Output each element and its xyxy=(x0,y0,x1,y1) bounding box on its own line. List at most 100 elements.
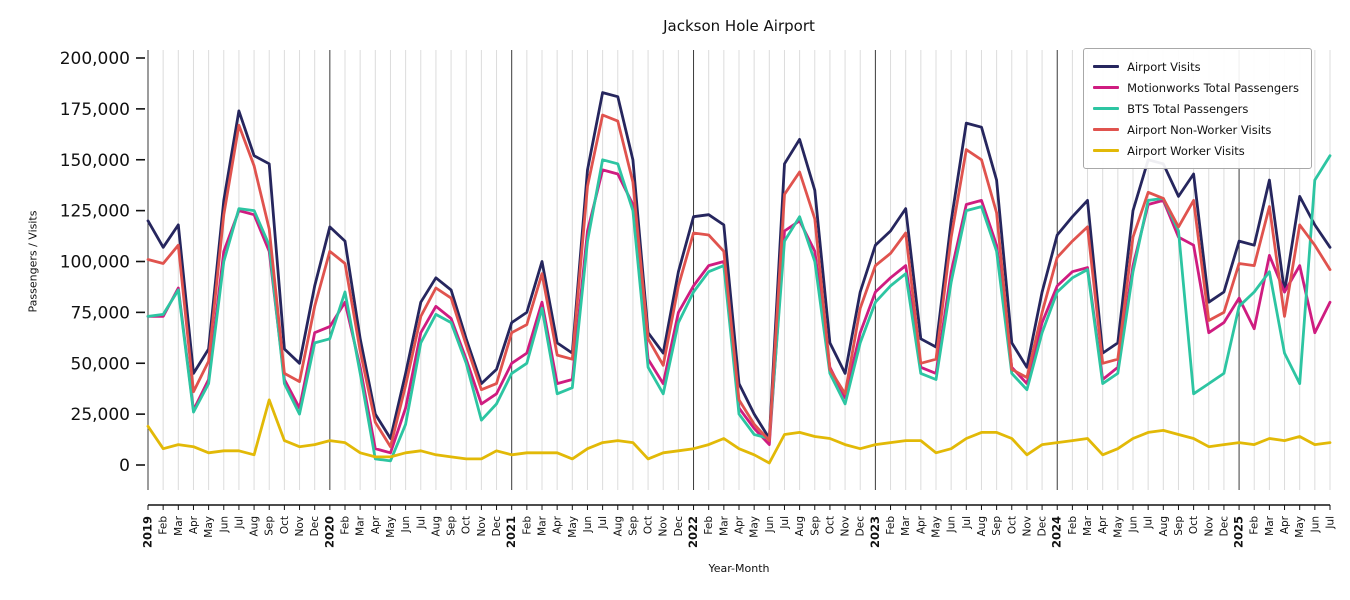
x-tick-label-month: Mar xyxy=(173,515,185,535)
x-tick-label-month: Nov xyxy=(476,516,488,537)
series-airport-worker-visits xyxy=(146,398,1332,465)
x-tick-label-month: Mar xyxy=(1264,515,1276,535)
x-tick-label-month: Nov xyxy=(658,516,670,537)
series-airport-non-worker-visits xyxy=(146,113,1332,449)
x-tick-label-month: Jul xyxy=(1143,516,1155,530)
x-tick-label-month: Jul xyxy=(415,516,427,530)
x-tick-label-month: Jul xyxy=(1325,516,1337,530)
x-tick-label-month: May xyxy=(1112,516,1124,538)
x-tick-label-year: 2024 xyxy=(1050,516,1064,548)
x-tick-label-month: Jul xyxy=(961,516,973,530)
x-tick-label-month: Oct xyxy=(1006,516,1018,534)
x-tick-label-month: Mar xyxy=(1082,515,1094,535)
legend-label: Airport Worker Visits xyxy=(1127,143,1245,158)
x-tick-label-month: Oct xyxy=(1188,516,1200,534)
x-tick-label-month: Nov xyxy=(840,516,852,537)
series-bts-total-passengers xyxy=(146,154,1332,463)
x-tick-label-month: Sep xyxy=(1173,516,1185,536)
x-tick-label-month: Jun xyxy=(946,516,958,533)
x-tick-label-month: Mar xyxy=(718,515,730,535)
x-tick-label-month: May xyxy=(749,516,761,538)
x-tick-label-month: May xyxy=(567,516,579,538)
x-tick-label-month: May xyxy=(931,516,943,538)
x-tick-label-month: Aug xyxy=(249,516,261,537)
x-tick-label-month: Aug xyxy=(1158,516,1170,537)
y-tick-label: 75,000 xyxy=(71,303,130,323)
x-tick-label-month: Feb xyxy=(885,516,897,535)
legend-line-swatch xyxy=(1093,128,1120,131)
legend-label: Motionworks Total Passengers xyxy=(1127,80,1299,95)
x-tick-label-month: Feb xyxy=(340,516,352,535)
x-tick-label-month: May xyxy=(385,516,397,538)
x-tick-label-month: Oct xyxy=(279,516,291,534)
x-tick-label-month: Dec xyxy=(1037,516,1049,537)
x-tick-label-year: 2023 xyxy=(868,516,882,548)
x-tick-label-month: Sep xyxy=(627,516,639,536)
x-tick-label-month: May xyxy=(203,516,215,538)
legend-item: Motionworks Total Passengers xyxy=(1093,77,1299,98)
x-tick-label-month: Apr xyxy=(188,515,200,534)
y-tick-label: 0 xyxy=(119,456,130,476)
x-tick-label-month: Nov xyxy=(294,516,306,537)
x-tick-label-month: Apr xyxy=(370,515,382,534)
x-tick-label-month: Sep xyxy=(991,516,1003,536)
x-tick-label-year: 2021 xyxy=(504,516,518,548)
legend-label: BTS Total Passengers xyxy=(1127,101,1249,116)
x-tick-label-month: Mar xyxy=(537,515,549,535)
x-axis-label: Year-Month xyxy=(708,562,770,575)
x-tick-label-month: May xyxy=(1294,516,1306,538)
x-tick-label-month: Apr xyxy=(552,515,564,534)
x-tick-label-month: Feb xyxy=(158,516,170,535)
x-tick-label-month: Nov xyxy=(1203,516,1215,537)
x-tick-label-month: Jul xyxy=(233,516,245,530)
x-tick-label-month: Aug xyxy=(612,516,624,537)
x-tick-label-month: Mar xyxy=(355,515,367,535)
x-tick-label-month: Sep xyxy=(809,516,821,536)
legend-item: BTS Total Passengers xyxy=(1093,98,1299,119)
x-tick-label-month: Jun xyxy=(1128,516,1140,533)
y-tick-label: 50,000 xyxy=(71,354,130,374)
x-tick-label-month: Dec xyxy=(1218,516,1230,537)
legend-label: Airport Non-Worker Visits xyxy=(1127,122,1272,137)
x-tick-label-month: Apr xyxy=(734,515,746,534)
x-tick-label-month: Aug xyxy=(976,516,988,537)
x-tick-label-month: Aug xyxy=(430,516,442,537)
x-tick-label-year: 2020 xyxy=(322,516,336,548)
x-tick-label-month: Mar xyxy=(900,515,912,535)
x-tick-label-month: Aug xyxy=(794,516,806,537)
x-tick-label-month: Oct xyxy=(461,516,473,534)
x-tick-label-month: Apr xyxy=(1279,515,1291,534)
legend-label: Airport Visits xyxy=(1127,59,1201,74)
x-tick-label-month: Feb xyxy=(1067,516,1079,535)
x-tick-label-month: Oct xyxy=(824,516,836,534)
x-tick-label-month: Apr xyxy=(915,515,927,534)
x-tick-label-month: Jun xyxy=(218,516,230,533)
x-tick-label-month: Feb xyxy=(703,516,715,535)
x-tick-label-month: Jun xyxy=(582,516,594,533)
x-tick-label-month: Jun xyxy=(1309,516,1321,533)
x-tick-label-month: Dec xyxy=(309,516,321,537)
y-tick-label: 125,000 xyxy=(60,202,130,222)
x-tick-label-year: 2025 xyxy=(1232,516,1246,548)
x-tick-label-month: Jun xyxy=(764,516,776,533)
legend-item: Airport Non-Worker Visits xyxy=(1093,119,1299,140)
y-tick-label: 25,000 xyxy=(71,405,130,425)
y-tick-label: 100,000 xyxy=(60,253,130,273)
y-tick-label: 175,000 xyxy=(60,100,130,120)
legend-line-swatch xyxy=(1093,65,1120,68)
x-tick-label-month: Feb xyxy=(1249,516,1261,535)
y-tick-label: 200,000 xyxy=(60,49,130,69)
legend-item: Airport Worker Visits xyxy=(1093,140,1299,161)
x-tick-label-month: Jul xyxy=(779,516,791,530)
y-axis: 0 25,000 50,000 75,000 100,000 125,000 150,000… xyxy=(60,49,145,476)
x-tick-label-month: Sep xyxy=(264,516,276,536)
legend-item: Airport Visits xyxy=(1093,56,1299,77)
x-tick-label-year: 2022 xyxy=(686,516,700,548)
x-tick-label-month: Apr xyxy=(1097,515,1109,534)
x-tick-label-month: Sep xyxy=(446,516,458,536)
x-tick-label-month: Feb xyxy=(521,516,533,535)
y-tick-label: 150,000 xyxy=(60,151,130,171)
x-tick-label-month: Nov xyxy=(1021,516,1033,537)
x-tick-label-month: Oct xyxy=(643,516,655,534)
